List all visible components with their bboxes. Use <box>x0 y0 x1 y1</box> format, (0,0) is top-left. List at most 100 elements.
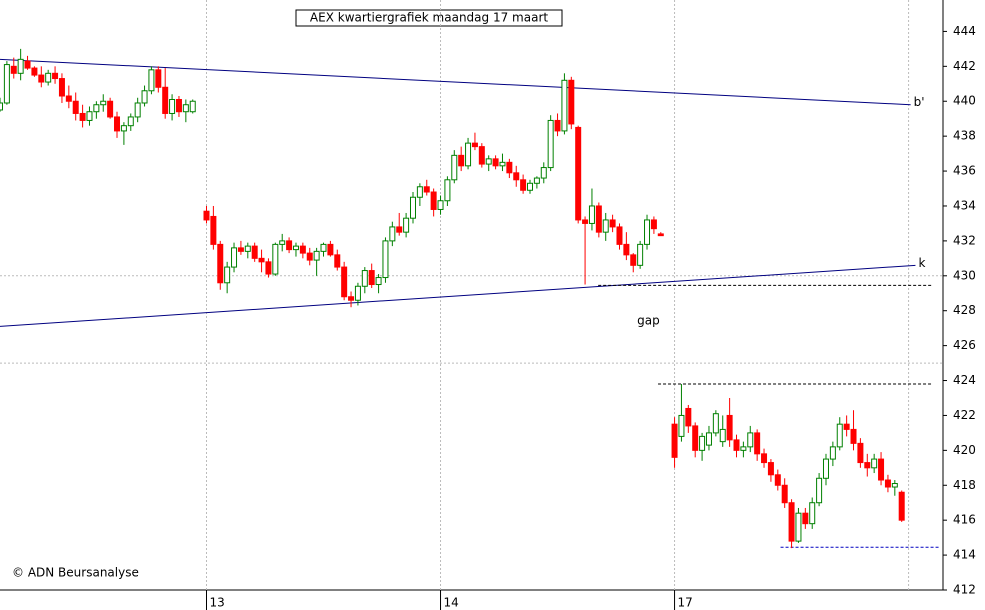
candle-body <box>747 432 754 448</box>
candle-body <box>705 432 712 446</box>
candle-body <box>451 154 458 181</box>
candle-body <box>898 491 905 521</box>
candle-body <box>107 100 114 118</box>
candle-body <box>79 112 86 121</box>
candle-body <box>836 423 843 448</box>
candle-body <box>568 79 575 125</box>
candle-body <box>182 104 189 113</box>
candle-body <box>320 243 327 252</box>
candle-body <box>527 182 534 191</box>
candle-body <box>403 217 410 233</box>
x-tick-label: 13 <box>209 596 224 610</box>
candle-body <box>286 240 293 251</box>
trend-label: b' <box>914 95 925 109</box>
candle-body <box>175 98 182 113</box>
candle-body <box>499 161 506 167</box>
candle-body <box>86 111 93 121</box>
candle-body <box>430 191 437 210</box>
y-tick-label: 422 <box>953 408 976 422</box>
candle-body <box>809 502 816 525</box>
candle-body <box>802 512 809 525</box>
candle-body <box>292 245 299 251</box>
candle-body <box>134 102 141 118</box>
candle-body <box>630 254 637 266</box>
annotation: gap <box>637 314 660 328</box>
candle-body <box>93 104 100 113</box>
y-tick-label: 442 <box>953 59 976 73</box>
candle-body <box>588 205 595 224</box>
candle-body <box>692 425 699 451</box>
candle-body <box>389 226 396 242</box>
candle-body <box>884 479 891 488</box>
candle-body <box>513 172 520 181</box>
candle-body <box>582 219 589 224</box>
candle-body <box>348 296 355 301</box>
candle-body <box>52 72 59 80</box>
candle-body <box>299 245 306 254</box>
candle-body <box>169 98 176 114</box>
candle-body <box>671 423 678 458</box>
candle-body <box>575 126 582 221</box>
y-tick-label: 434 <box>953 198 976 212</box>
candle-body <box>141 90 148 104</box>
candle-body <box>485 158 492 165</box>
x-tick-label: 14 <box>444 596 459 610</box>
y-tick-label: 438 <box>953 129 976 143</box>
candle-body <box>361 270 368 287</box>
y-tick-label: 414 <box>953 548 976 562</box>
y-tick-label: 418 <box>953 478 976 492</box>
y-tick-label: 432 <box>953 233 976 247</box>
chart-title: AEX kwartiergrafiek maandag 17 maart <box>310 11 548 25</box>
y-tick-label: 416 <box>953 513 976 527</box>
candle-body <box>864 462 871 469</box>
candle-body <box>492 158 499 167</box>
candle-body <box>148 69 155 92</box>
candle-body <box>740 446 747 451</box>
candle-body <box>644 219 651 245</box>
candle-body <box>857 442 864 464</box>
candle-body <box>829 446 836 460</box>
candle-body <box>244 245 251 252</box>
candle-body <box>650 219 657 230</box>
candle-body <box>396 226 403 233</box>
candle-body <box>437 200 444 210</box>
candle-body <box>306 252 313 261</box>
candle-body <box>595 205 602 233</box>
candle-body <box>478 146 485 165</box>
candle-body <box>699 435 706 451</box>
candle-body <box>444 179 451 202</box>
candle-body <box>10 65 17 74</box>
y-tick-label: 440 <box>953 94 976 108</box>
candle-body <box>878 458 885 481</box>
title-box <box>295 9 563 27</box>
candle-body <box>458 154 465 167</box>
candle-body <box>657 233 664 237</box>
candle-body <box>533 177 540 184</box>
candle-body <box>58 78 65 97</box>
candle-body <box>871 458 878 469</box>
y-tick-label: 420 <box>953 443 976 457</box>
candle-body <box>65 95 72 102</box>
candle-body <box>822 458 829 479</box>
candle-body <box>795 512 802 542</box>
y-tick-label: 444 <box>953 24 976 38</box>
candle-body <box>465 142 472 167</box>
candle-body <box>45 72 52 83</box>
candle-body <box>375 277 382 286</box>
y-tick-label: 428 <box>953 303 976 317</box>
candle-body <box>774 474 781 486</box>
candle-body <box>843 423 850 430</box>
candle-body <box>726 414 733 441</box>
candle-body <box>217 243 224 284</box>
candle-body <box>272 243 279 275</box>
candle-body <box>31 67 38 76</box>
candle-body <box>602 219 609 233</box>
candle-body <box>251 245 258 259</box>
candle-body <box>72 100 79 114</box>
candle-body <box>382 240 389 279</box>
y-tick-label: 436 <box>953 164 976 178</box>
candle-body <box>354 285 361 301</box>
candle-body <box>409 196 416 219</box>
